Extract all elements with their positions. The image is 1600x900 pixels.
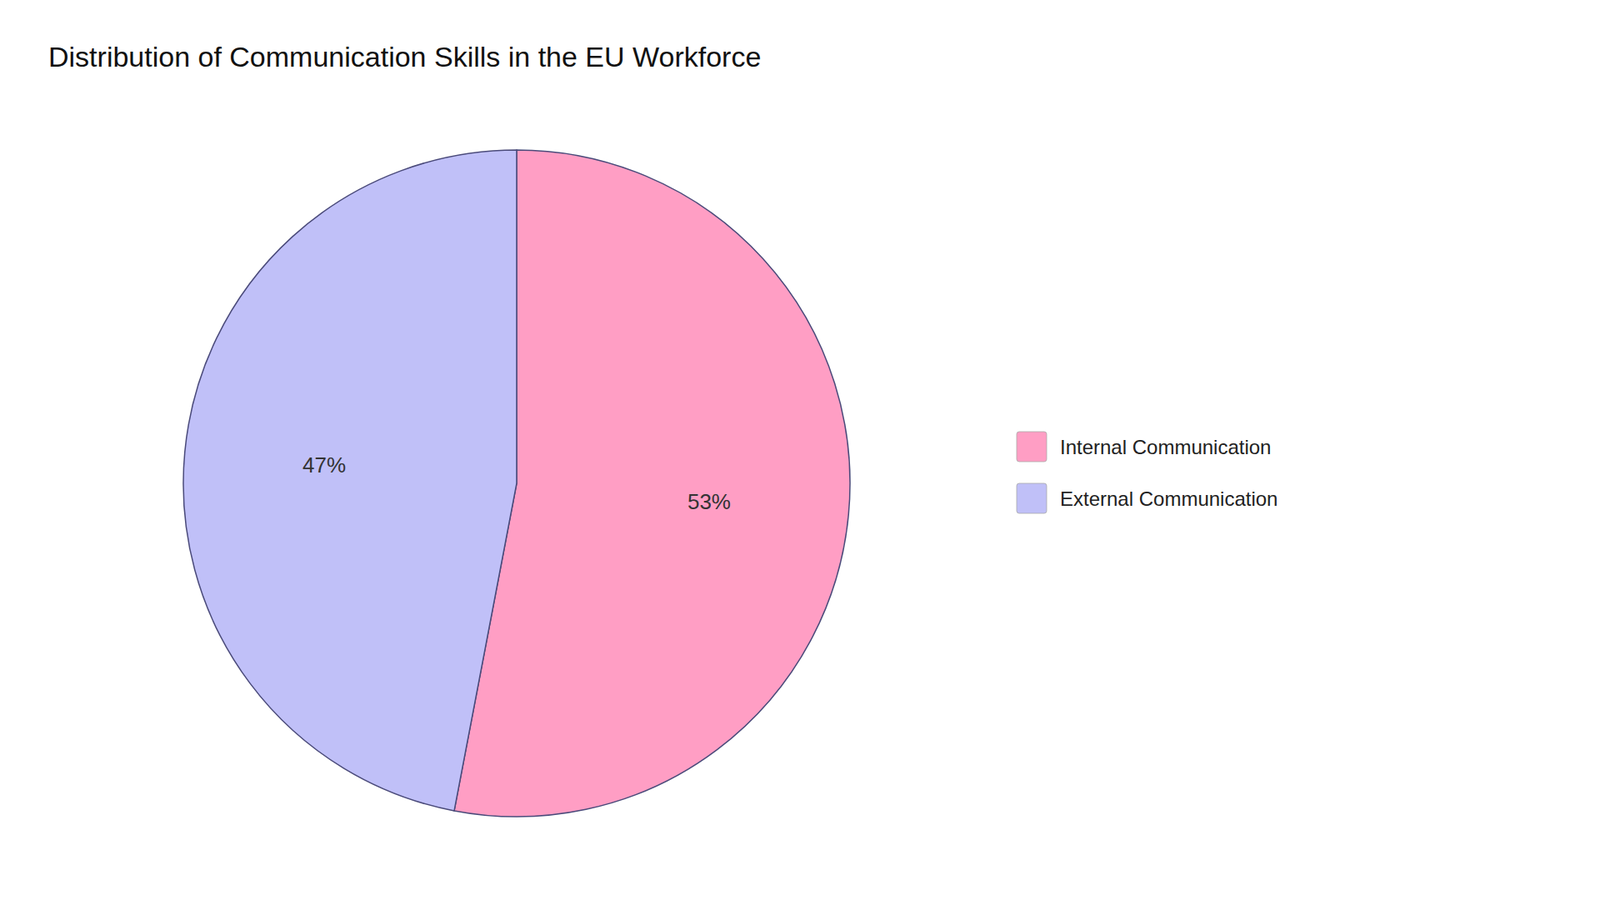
legend-swatch	[1016, 431, 1047, 462]
legend: Internal Communication External Communica…	[1016, 431, 1278, 514]
pie-slice	[183, 150, 517, 811]
pie-labels: 53% 47%	[302, 452, 731, 515]
background	[0, 0, 1600, 900]
data-label: 47%	[302, 452, 346, 478]
legend-label: External Communication	[1060, 487, 1278, 510]
page: {"chart_data": {"type": "pie", "title": …	[0, 0, 1600, 900]
title: Distribution of Communication Skills in …	[48, 40, 761, 73]
legend-label: Internal Communication	[1060, 435, 1271, 459]
chart: Distribution of Communication Skills in …	[0, 0, 1600, 900]
legend-swatch	[1016, 483, 1047, 514]
pie-slices	[183, 150, 850, 817]
data-label: 53%	[687, 489, 731, 515]
